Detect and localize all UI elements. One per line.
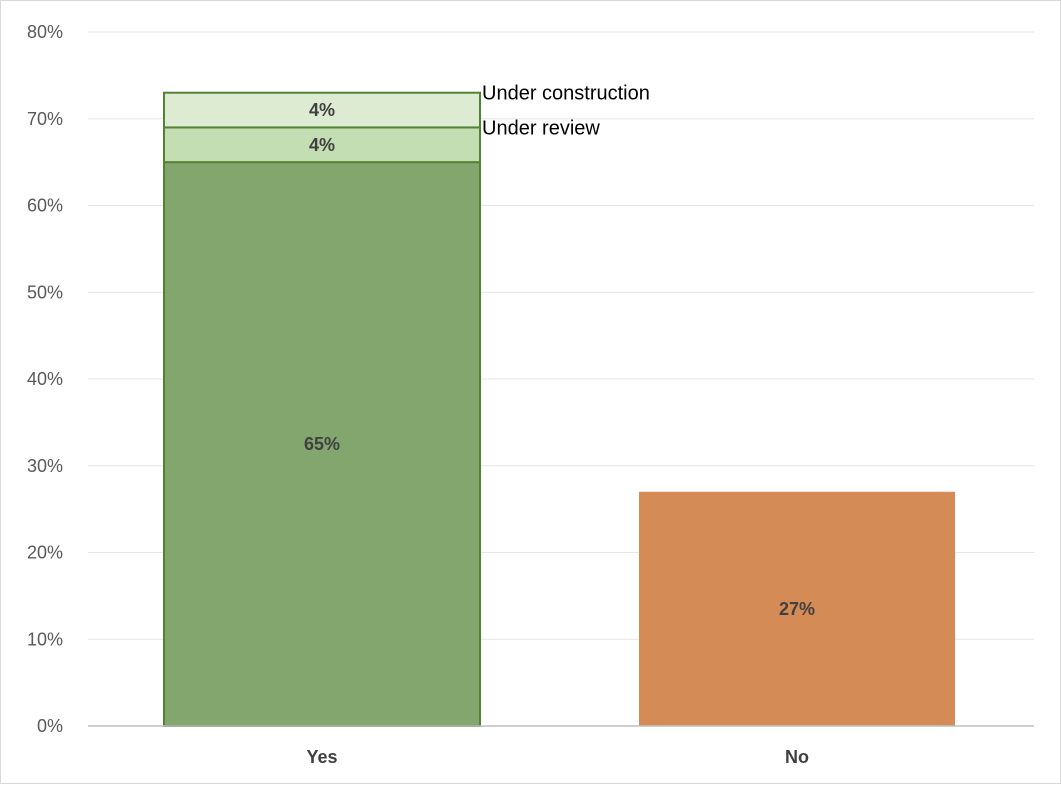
y-tick-label: 0% — [37, 716, 63, 736]
y-tick-label: 60% — [27, 196, 63, 216]
data-label: 4% — [309, 135, 335, 155]
segment-name-label: Under construction — [482, 83, 650, 105]
bar-segment — [639, 491, 955, 726]
bar-segment — [163, 91, 481, 129]
x-category-label: No — [785, 747, 809, 767]
data-label: 4% — [309, 100, 335, 120]
segment-name-label: Under review — [482, 117, 600, 139]
bar-segment — [163, 161, 481, 727]
y-tick-label: 40% — [27, 369, 63, 389]
y-tick-label: 80% — [27, 22, 63, 42]
y-tick-label: 10% — [27, 629, 63, 649]
y-tick-label: 70% — [27, 109, 63, 129]
bar-segment — [163, 126, 481, 164]
x-category-label: Yes — [306, 747, 337, 767]
y-tick-label: 20% — [27, 543, 63, 563]
data-label: 65% — [304, 434, 340, 454]
data-label: 27% — [779, 599, 815, 619]
y-tick-label: 30% — [27, 456, 63, 476]
y-tick-label: 50% — [27, 282, 63, 302]
